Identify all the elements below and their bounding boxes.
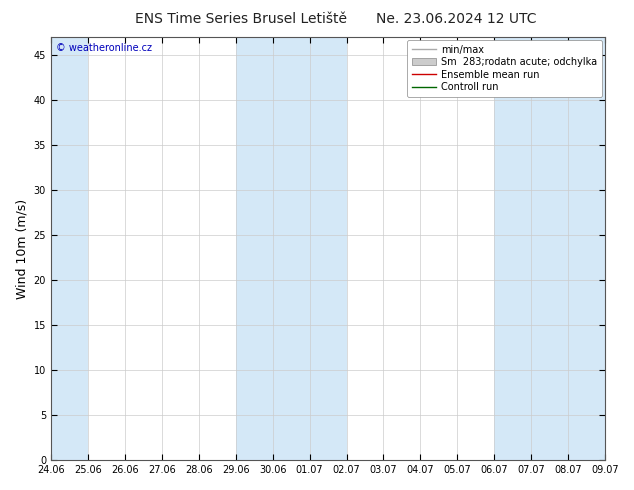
Text: ENS Time Series Brusel Letiště: ENS Time Series Brusel Letiště <box>135 12 347 26</box>
Y-axis label: Wind 10m (m/s): Wind 10m (m/s) <box>15 198 28 299</box>
Text: Ne. 23.06.2024 12 UTC: Ne. 23.06.2024 12 UTC <box>376 12 537 26</box>
Bar <box>495 37 605 460</box>
Bar <box>51 37 88 460</box>
Legend: min/max, Sm  283;rodatn acute; odchylka, Ensemble mean run, Controll run: min/max, Sm 283;rodatn acute; odchylka, … <box>407 40 602 97</box>
Bar <box>236 37 347 460</box>
Text: © weatheronline.cz: © weatheronline.cz <box>56 44 152 53</box>
